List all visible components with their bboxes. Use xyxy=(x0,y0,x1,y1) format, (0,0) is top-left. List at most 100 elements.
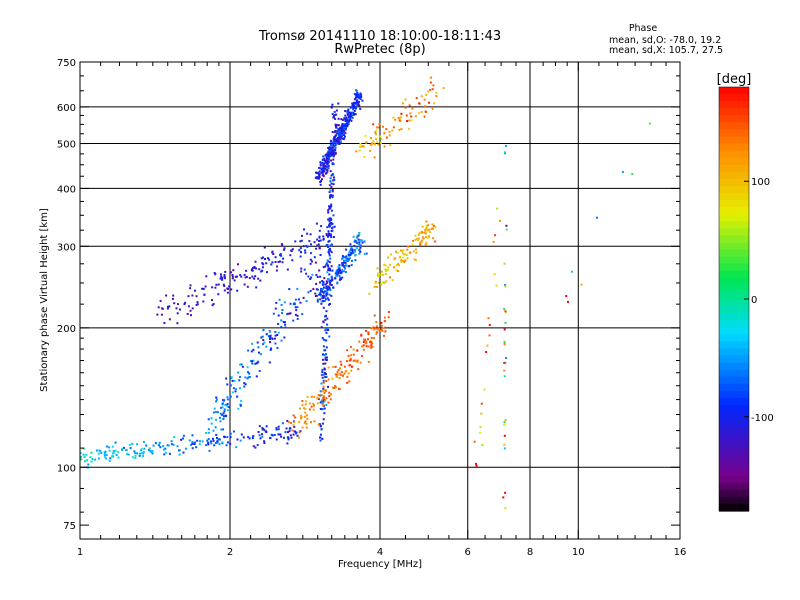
data-point xyxy=(337,130,340,133)
data-point xyxy=(219,420,222,423)
data-point xyxy=(359,246,362,249)
data-point xyxy=(339,126,342,129)
data-point xyxy=(334,117,337,120)
colorbar-segment xyxy=(719,369,749,378)
data-point xyxy=(385,136,388,139)
data-point xyxy=(320,293,322,296)
data-point xyxy=(389,263,392,266)
data-point xyxy=(339,272,342,275)
data-point xyxy=(222,398,225,401)
data-point xyxy=(387,266,390,269)
data-point xyxy=(143,447,146,450)
data-point xyxy=(345,118,348,121)
data-point xyxy=(273,434,276,436)
data-point xyxy=(300,239,303,242)
data-point xyxy=(325,159,328,162)
data-point xyxy=(492,240,495,243)
data-point xyxy=(165,294,168,297)
data-point xyxy=(316,238,319,241)
data-point xyxy=(260,257,263,260)
data-point xyxy=(383,316,386,319)
data-point xyxy=(251,269,254,272)
data-point xyxy=(503,151,506,154)
data-point xyxy=(222,428,225,431)
data-point xyxy=(428,235,430,238)
data-point xyxy=(86,459,89,462)
data-point xyxy=(358,100,360,103)
data-point xyxy=(317,394,320,396)
data-point xyxy=(406,254,409,257)
data-point xyxy=(334,141,337,144)
legend-line-o: mean, sd,O: -78.0, 19.2 xyxy=(609,35,721,46)
data-point xyxy=(322,171,325,174)
data-point xyxy=(190,314,192,317)
data-point xyxy=(384,330,387,333)
data-point xyxy=(324,315,327,318)
data-point xyxy=(321,437,324,440)
data-point xyxy=(345,360,348,363)
data-point xyxy=(401,102,404,105)
data-point xyxy=(370,142,373,145)
data-point xyxy=(424,230,427,233)
data-point xyxy=(355,240,358,243)
data-point xyxy=(383,263,386,266)
data-point xyxy=(290,421,292,424)
data-point xyxy=(301,313,304,316)
colorbar-segment xyxy=(719,122,749,130)
data-point xyxy=(337,124,340,127)
data-point xyxy=(283,336,286,339)
data-point xyxy=(257,277,260,280)
data-point xyxy=(373,143,376,146)
data-point xyxy=(352,108,355,111)
colorbar-segment xyxy=(719,299,749,307)
data-point xyxy=(280,326,283,328)
data-point xyxy=(276,334,279,336)
data-point xyxy=(370,137,372,139)
data-point xyxy=(408,104,411,107)
data-point xyxy=(322,397,325,400)
data-point xyxy=(246,285,249,288)
data-point xyxy=(335,132,338,135)
data-point xyxy=(263,428,266,431)
data-point xyxy=(271,337,274,340)
data-point xyxy=(488,323,491,326)
data-point xyxy=(352,103,354,106)
data-point xyxy=(322,338,325,341)
data-point xyxy=(272,312,275,315)
data-point xyxy=(316,176,319,179)
data-point xyxy=(361,145,364,148)
colorbar-segment xyxy=(719,327,749,335)
data-point xyxy=(385,128,388,131)
data-point xyxy=(362,338,365,341)
data-point xyxy=(328,220,331,223)
data-point xyxy=(332,158,335,161)
data-point xyxy=(370,344,373,347)
data-point xyxy=(341,119,344,121)
colorbar-segment xyxy=(719,164,749,173)
data-point xyxy=(333,140,336,143)
data-point xyxy=(322,395,325,398)
grid-lines xyxy=(80,62,680,539)
data-point xyxy=(320,180,322,183)
data-point xyxy=(341,262,344,265)
data-point xyxy=(272,253,275,255)
data-point xyxy=(375,133,377,136)
data-point xyxy=(238,379,241,382)
data-point xyxy=(345,257,348,260)
data-point xyxy=(319,298,322,301)
data-point xyxy=(154,442,157,445)
data-point xyxy=(315,247,318,250)
data-point xyxy=(141,452,144,455)
data-point xyxy=(424,110,427,113)
data-point xyxy=(565,295,568,297)
data-point xyxy=(325,397,328,400)
data-point xyxy=(414,248,417,251)
data-point xyxy=(258,370,261,372)
data-point xyxy=(392,116,395,119)
data-point xyxy=(158,444,161,447)
data-point xyxy=(207,418,210,421)
data-point xyxy=(263,246,266,249)
data-point xyxy=(136,452,139,455)
data-point xyxy=(295,432,297,435)
data-point xyxy=(341,268,344,271)
